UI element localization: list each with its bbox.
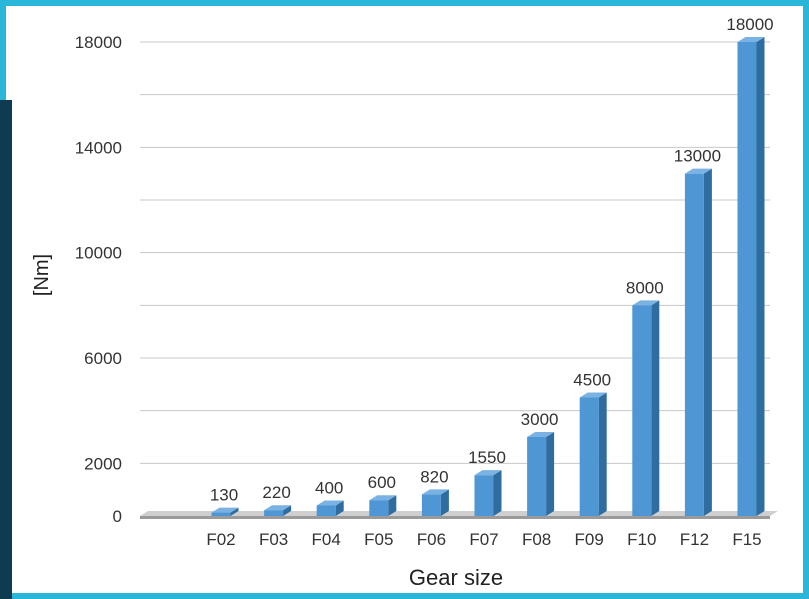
y-tick-labels: 0 2000 6000 10000 14000 18000: [75, 33, 122, 526]
data-label: 18000: [726, 15, 773, 34]
data-label: 820: [420, 467, 448, 486]
bar-side: [283, 505, 292, 516]
bar-top: [579, 392, 607, 398]
data-labels: 130 220 400 600 820 1550 3000 4500 8000 13000 1800…: [210, 15, 774, 505]
y-tick-label: 2000: [84, 454, 122, 473]
grid-lines: [140, 41, 770, 464]
x-tick-label: F08: [522, 530, 551, 549]
bar-side: [756, 37, 765, 516]
data-label: 600: [368, 473, 396, 492]
bar-f12: [684, 168, 712, 516]
x-axis-label: Gear size: [409, 565, 503, 590]
bar-top: [264, 505, 292, 511]
x-tick-labels: F02 F03 F04 F05 F06 F07 F08 F09 F10 F12 F15: [206, 530, 761, 549]
bar-f15: [737, 37, 765, 516]
bar-side: [335, 500, 344, 516]
bar-top: [211, 507, 239, 513]
data-label: 13000: [674, 147, 721, 166]
floor-edge: [140, 516, 770, 519]
x-tick-label: F04: [312, 530, 341, 549]
x-tick-label: F03: [259, 530, 288, 549]
bar-side: [598, 392, 607, 516]
y-tick-label: 18000: [75, 33, 122, 52]
y-tick-label: 6000: [84, 349, 122, 368]
y-axis-label: [Nm]: [31, 254, 53, 296]
bar-f03: [264, 505, 292, 516]
y-tick-label: 10000: [75, 244, 122, 263]
bar-f07: [474, 470, 502, 516]
bar-front: [316, 505, 336, 516]
data-label: 3000: [521, 410, 559, 429]
bar-top: [369, 495, 397, 501]
bar-top: [316, 500, 344, 506]
bar-side: [703, 168, 712, 516]
data-label: 130: [210, 486, 238, 505]
bar-front: [474, 475, 494, 516]
x-tick-label: F09: [575, 530, 604, 549]
x-tick-label: F15: [732, 530, 761, 549]
bar-top: [421, 489, 449, 495]
data-label: 400: [315, 478, 343, 497]
data-label: 220: [262, 483, 290, 502]
bar-top: [632, 300, 660, 306]
x-tick-label: F05: [364, 530, 393, 549]
floor-top: [140, 511, 778, 516]
bar-side: [230, 507, 239, 516]
bar-f05: [369, 495, 397, 516]
bar-f10: [632, 300, 660, 516]
y-tick-label: 0: [113, 507, 122, 526]
x-tick-label: F07: [469, 530, 498, 549]
bar-top: [474, 470, 502, 476]
x-tick-label: F12: [680, 530, 709, 549]
bar-side: [388, 495, 397, 516]
bar-f06: [421, 489, 449, 516]
bar-front: [369, 500, 389, 516]
side-accent-strip: [0, 100, 12, 599]
bar-front: [527, 437, 547, 516]
x-tick-label: F10: [627, 530, 656, 549]
bar-front: [737, 42, 757, 516]
bar-front: [579, 397, 599, 516]
bar-front: [632, 305, 652, 516]
bars: [211, 37, 765, 516]
bar-f04: [316, 500, 344, 516]
chart-floor: [140, 511, 778, 519]
x-tick-label: F06: [417, 530, 446, 549]
x-tick-label: F02: [206, 530, 235, 549]
data-label: 1550: [468, 448, 506, 467]
bar-side: [546, 432, 555, 516]
bar-top: [684, 168, 712, 174]
bar-top: [527, 432, 555, 437]
bar-side: [493, 470, 502, 516]
data-label: 8000: [626, 278, 664, 297]
bar-top: [737, 37, 765, 42]
bar-side: [440, 489, 449, 516]
bar-front: [684, 173, 704, 516]
y-tick-label: 14000: [75, 138, 122, 157]
bar-front: [264, 510, 284, 516]
bar-side: [651, 300, 660, 516]
bar-front: [421, 494, 441, 516]
bar-f02: [211, 507, 239, 516]
bar-front: [211, 512, 231, 516]
bar-f09: [579, 392, 607, 516]
data-label: 4500: [573, 371, 611, 390]
bar-f08: [527, 432, 555, 516]
